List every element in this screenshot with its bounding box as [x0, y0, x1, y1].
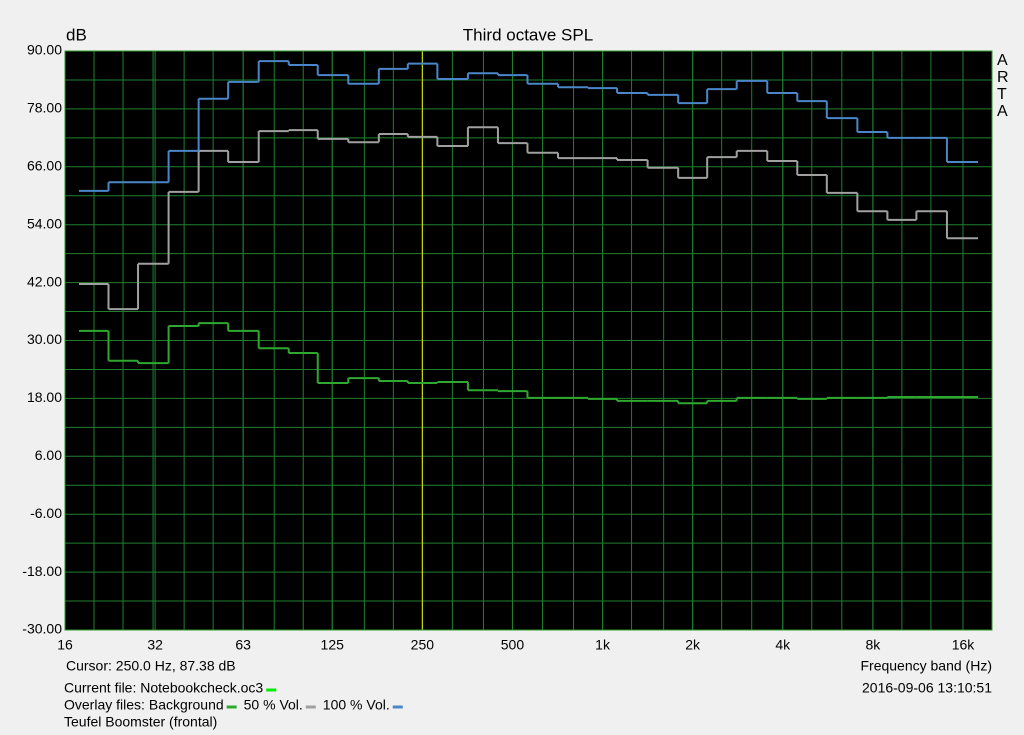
y-tick-label: -6.00	[30, 505, 62, 521]
y-tick-label: -18.00	[22, 563, 62, 579]
legend-label: 50 % Vol.	[244, 697, 303, 713]
y-tick-label: -30.00	[22, 621, 62, 637]
legend-label: Background	[149, 697, 224, 713]
y-tick-label: 54.00	[27, 215, 62, 231]
x-tick-label: 1k	[595, 637, 611, 653]
series-group	[78, 51, 979, 630]
cursor-readout: Cursor: 250.0 Hz, 87.38 dB	[66, 658, 236, 674]
x-tick-label: 63	[235, 637, 251, 653]
x-tick-label: 32	[147, 637, 163, 653]
x-tick-label: 125	[321, 637, 345, 653]
overlay-label: Overlay files:	[64, 697, 145, 713]
y-tick-label: 6.00	[35, 447, 62, 463]
y-tick-label: 30.00	[27, 331, 62, 347]
x-tick-label: 250	[411, 637, 435, 653]
x-tick-label: 16	[57, 637, 73, 653]
device-note: Teufel Boomster (frontal)	[64, 714, 217, 730]
y-axis-label: dB	[66, 25, 87, 44]
current-file: Current file: Notebookcheck.oc3	[64, 680, 263, 696]
brand: ARTA	[997, 52, 1009, 120]
y-tick-label: 42.00	[27, 273, 62, 289]
x-tick-label: 500	[501, 637, 525, 653]
x-tick-label: 16k	[952, 637, 976, 653]
grid	[64, 50, 992, 631]
y-tick-label: 78.00	[27, 100, 62, 116]
y-tick-label: 18.00	[27, 389, 62, 405]
timestamp: 2016-09-06 13:10:51	[862, 680, 992, 696]
x-tick-label: 8k	[865, 637, 881, 653]
legend-label: 100 % Vol.	[323, 697, 390, 713]
y-tick-label: 90.00	[27, 42, 62, 58]
chart-title: Third octave SPL	[463, 25, 593, 44]
x-axis-label: Frequency band (Hz)	[860, 658, 992, 674]
plot-border	[64, 50, 993, 631]
y-tick-label: 66.00	[27, 158, 62, 174]
x-tick-label: 2k	[685, 637, 701, 653]
x-tick-label: 4k	[775, 637, 791, 653]
